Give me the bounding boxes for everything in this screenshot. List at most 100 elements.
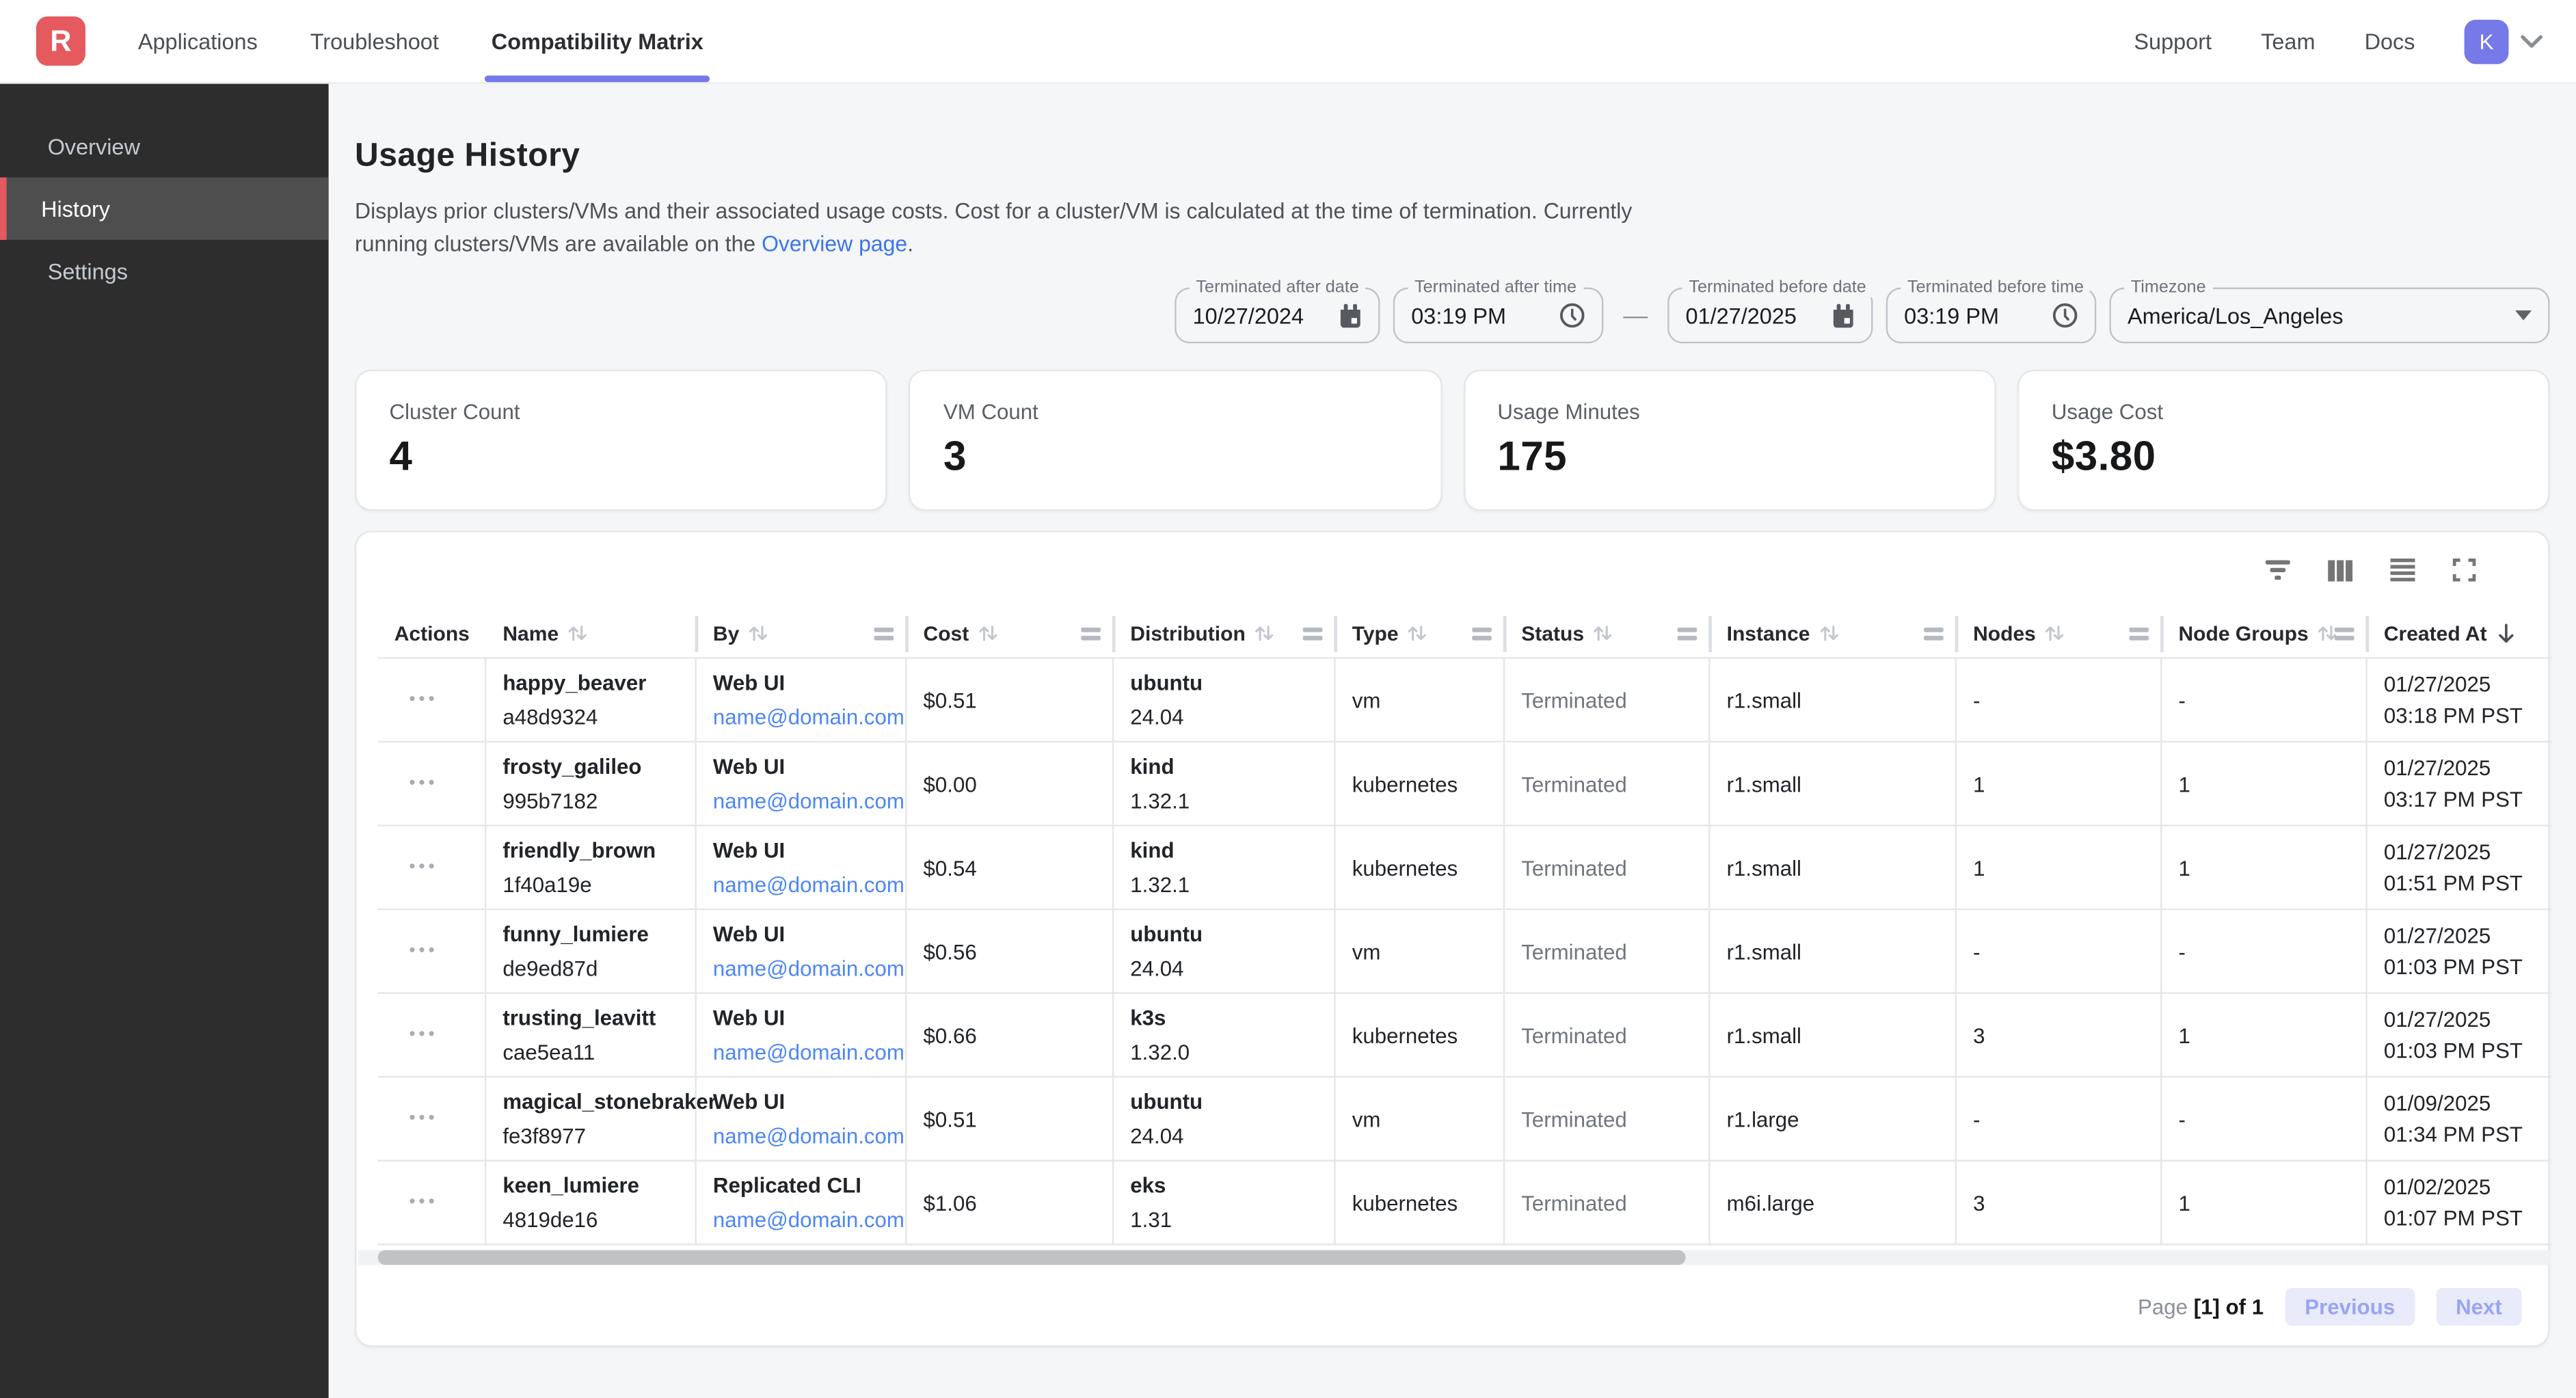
column-menu-icon[interactable] — [2334, 625, 2354, 641]
replicated-logo[interactable]: R — [36, 16, 85, 66]
column-separator[interactable] — [1334, 616, 1338, 653]
column-menu-icon[interactable] — [1081, 625, 1101, 641]
chevron-down-icon[interactable] — [2520, 33, 2543, 49]
row-actions-menu-icon[interactable]: ••• — [409, 857, 438, 878]
horizontal-scrollbar[interactable] — [358, 1250, 2550, 1265]
calendar-icon[interactable] — [1339, 303, 1362, 327]
nav-link-support[interactable]: Support — [2134, 29, 2212, 54]
column-header-cost[interactable]: Cost — [907, 610, 1116, 658]
scrollbar-thumb[interactable] — [377, 1250, 1686, 1265]
sidebar-item-settings[interactable]: Settings — [0, 240, 329, 302]
creator-email-link[interactable]: name@domain.com — [712, 703, 904, 729]
row-actions-menu-icon[interactable]: ••• — [409, 1109, 438, 1129]
column-title: Created At — [2383, 621, 2487, 645]
clock-icon[interactable] — [1559, 302, 1585, 328]
clock-icon[interactable] — [2052, 302, 2078, 328]
sort-desc-icon[interactable] — [2495, 622, 2517, 645]
sort-icon[interactable] — [1254, 623, 1275, 644]
nav-link-team[interactable]: Team — [2261, 29, 2316, 54]
tab-applications[interactable]: Applications — [138, 0, 258, 82]
column-header-instance[interactable]: Instance — [1710, 610, 1959, 658]
table-row[interactable]: ••• happy_beaver a48d9324 Web UI name@do… — [377, 658, 2551, 743]
table-row[interactable]: ••• frosty_galileo 995b7182 Web UI name@… — [377, 742, 2551, 826]
column-header-name[interactable]: Name — [486, 610, 699, 658]
column-menu-icon[interactable] — [1677, 625, 1698, 641]
cluster-name: happy_beaver — [502, 669, 647, 695]
column-separator[interactable] — [1503, 616, 1507, 653]
column-menu-icon[interactable] — [874, 625, 894, 641]
column-header-distribution[interactable]: Distribution — [1114, 610, 1338, 658]
sort-icon[interactable] — [747, 623, 768, 644]
column-header-type[interactable]: Type — [1336, 610, 1507, 658]
creator-email-link[interactable]: name@domain.com — [712, 1038, 904, 1064]
filter-terminated-before-date[interactable]: Terminated before date 01/27/2025 — [1667, 278, 1873, 344]
creator-email-link[interactable]: name@domain.com — [712, 955, 904, 980]
type-cell: kubernetes — [1336, 742, 1505, 825]
column-menu-icon[interactable] — [2129, 625, 2149, 641]
calendar-icon[interactable] — [1832, 303, 1855, 327]
creator-email-link[interactable]: name@domain.com — [712, 1207, 904, 1232]
table-row[interactable]: ••• funny_lumiere de9ed87d Web UI name@d… — [377, 910, 2551, 994]
creator-email-link[interactable]: name@domain.com — [712, 871, 904, 896]
column-separator[interactable] — [1112, 616, 1116, 653]
sort-icon[interactable] — [1819, 623, 1840, 644]
table-row[interactable]: ••• magical_stonebraker fe3f8977 Web UI … — [377, 1077, 2551, 1161]
column-separator[interactable] — [1955, 616, 1959, 653]
column-separator[interactable] — [1708, 616, 1712, 653]
column-header-node-groups[interactable]: Node Groups — [2162, 610, 2370, 658]
sidebar-item-history[interactable]: History — [0, 177, 329, 240]
filter-terminated-after-time[interactable]: Terminated after time 03:19 PM — [1393, 278, 1604, 344]
table-row[interactable]: ••• trusting_leavitt cae5ea11 Web UI nam… — [377, 993, 2551, 1078]
nav-link-docs[interactable]: Docs — [2364, 29, 2415, 54]
filter-terminated-before-time[interactable]: Terminated before time 03:19 PM — [1886, 278, 2097, 344]
column-menu-icon[interactable] — [1472, 625, 1492, 641]
creator-email-link[interactable]: name@domain.com — [712, 1123, 904, 1148]
created-time: 01:07 PM PST — [2383, 1205, 2523, 1230]
table-row[interactable]: ••• keen_lumiere 4819de16 Replicated CLI… — [377, 1161, 2551, 1246]
previous-page-button[interactable]: Previous — [2285, 1287, 2415, 1326]
column-header-status[interactable]: Status — [1505, 610, 1712, 658]
node-groups-count: 1 — [2178, 771, 2190, 796]
density-icon[interactable] — [2390, 559, 2415, 582]
column-header-by[interactable]: By — [697, 610, 909, 658]
sort-icon[interactable] — [1407, 623, 1428, 644]
name-cell: frosty_galileo 995b7182 — [486, 742, 697, 825]
column-menu-icon[interactable] — [1302, 625, 1323, 641]
sort-icon[interactable] — [1592, 623, 1613, 644]
cost-cell: $0.56 — [907, 910, 1114, 993]
instance-cell: r1.small — [1710, 658, 1957, 741]
column-header-created-at[interactable]: Created At — [2367, 610, 2551, 658]
filter-terminated-after-date[interactable]: Terminated after date 10/27/2024 — [1175, 278, 1380, 344]
column-separator[interactable] — [905, 616, 909, 653]
table-row[interactable]: ••• friendly_brown 1f40a19e Web UI name@… — [377, 826, 2551, 911]
row-actions-menu-icon[interactable]: ••• — [409, 690, 438, 710]
tab-compatibility-matrix[interactable]: Compatibility Matrix — [485, 0, 710, 83]
row-actions-menu-icon[interactable]: ••• — [409, 1192, 438, 1213]
sidebar: Overview History Settings — [0, 83, 329, 1398]
column-separator[interactable] — [2365, 616, 2370, 653]
next-page-button[interactable]: Next — [2436, 1287, 2522, 1326]
column-menu-icon[interactable] — [1923, 625, 1944, 641]
filter-icon[interactable] — [2265, 560, 2290, 580]
tab-troubleshoot[interactable]: Troubleshoot — [310, 0, 439, 82]
sort-icon[interactable] — [2044, 623, 2065, 644]
row-actions-menu-icon[interactable]: ••• — [409, 773, 438, 794]
instance-type: r1.small — [1726, 939, 1801, 964]
filter-timezone-select[interactable]: Timezone America/Los_Angeles — [2109, 278, 2550, 344]
overview-page-link[interactable]: Overview page — [762, 231, 908, 256]
fullscreen-icon[interactable] — [2452, 559, 2476, 582]
columns-icon[interactable] — [2328, 559, 2353, 581]
sidebar-item-overview[interactable]: Overview — [0, 115, 329, 177]
creator-email-link[interactable]: name@domain.com — [712, 788, 904, 813]
sort-icon[interactable] — [567, 623, 588, 644]
row-actions-menu-icon[interactable]: ••• — [409, 1025, 438, 1045]
account-menu[interactable]: K — [2464, 18, 2543, 64]
sort-icon[interactable] — [2317, 623, 2338, 644]
row-actions-menu-icon[interactable]: ••• — [409, 941, 438, 961]
column-header-nodes[interactable]: Nodes — [1957, 610, 2164, 658]
column-separator[interactable] — [695, 616, 699, 653]
sort-icon[interactable] — [977, 623, 998, 644]
column-separator[interactable] — [2160, 616, 2164, 653]
dropdown-caret-icon[interactable] — [2515, 310, 2532, 321]
avatar[interactable]: K — [2464, 18, 2509, 64]
